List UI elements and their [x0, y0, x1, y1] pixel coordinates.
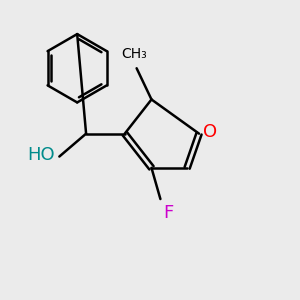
Text: HO: HO	[27, 146, 55, 164]
Text: CH₃: CH₃	[121, 47, 146, 61]
Text: F: F	[164, 203, 174, 221]
Text: O: O	[202, 123, 217, 141]
